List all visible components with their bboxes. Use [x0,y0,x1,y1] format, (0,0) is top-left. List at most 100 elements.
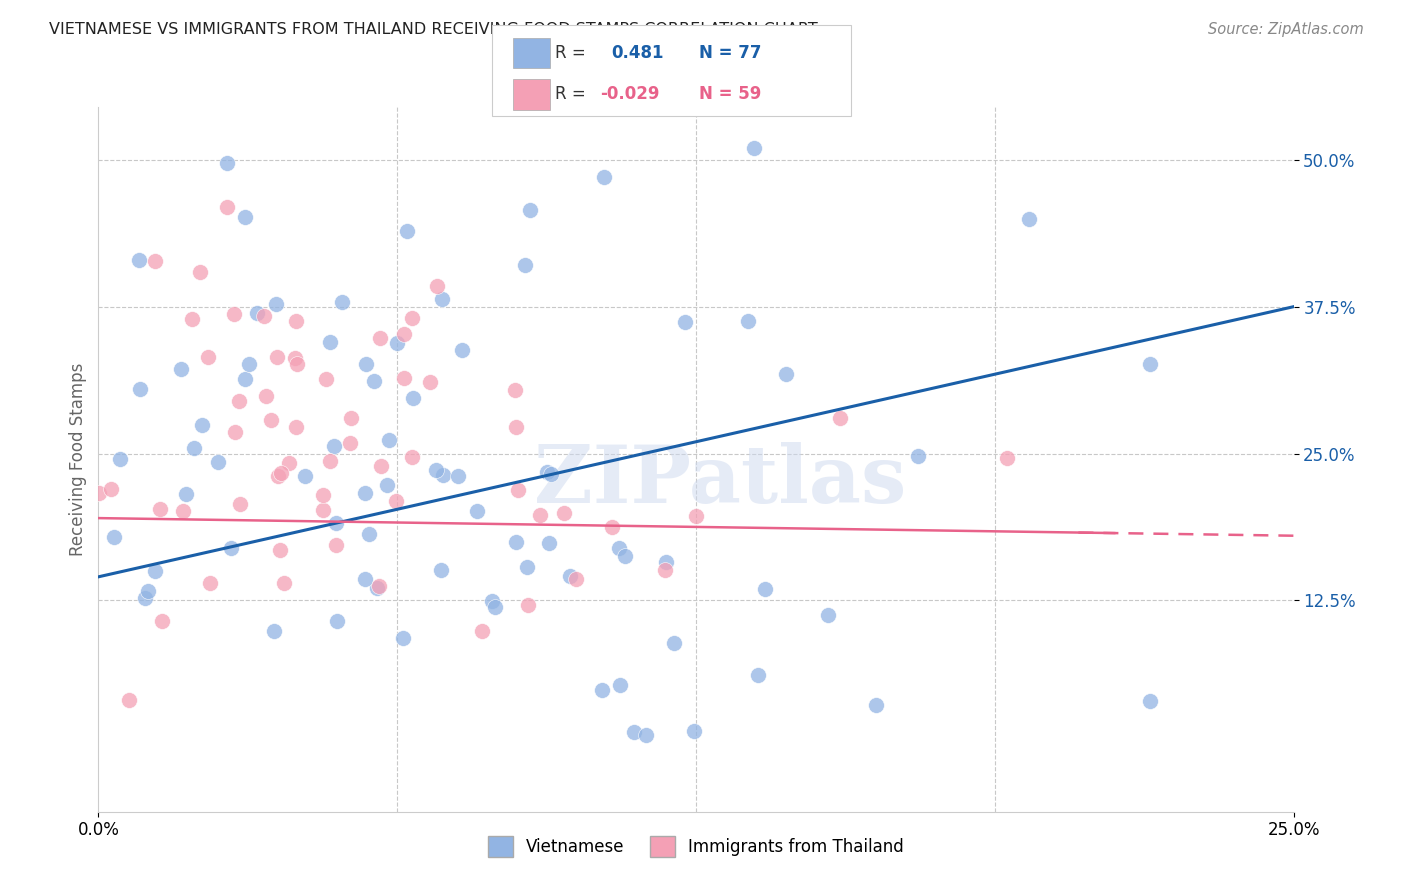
Point [128,253,150,268]
Point [143,564,166,578]
Point [285,420,308,434]
Point [830,410,852,425]
Point [754,582,776,596]
Point [505,420,527,434]
Point [318,454,340,468]
Point [600,520,623,534]
Point [312,503,335,517]
Point [219,541,242,555]
Point [191,418,214,433]
Point [108,452,131,467]
Point [150,614,173,628]
Point [865,698,887,712]
Point [516,560,538,574]
Point [180,312,202,326]
Point [200,575,222,590]
Point [432,467,454,482]
Point [775,367,797,381]
Point [465,504,488,518]
Point [430,292,453,306]
Point [197,350,219,364]
Point [103,530,125,544]
Point [254,389,277,403]
Point [87,486,110,500]
Point [513,259,536,273]
Legend: Vietnamese, Immigrants from Thailand: Vietnamese, Immigrants from Thailand [481,830,911,863]
Point [174,487,197,501]
Point [183,441,205,455]
Point [100,482,122,496]
Point [263,624,285,638]
Point [426,279,449,293]
Point [662,636,685,650]
Point [508,483,530,497]
Point [273,576,295,591]
Point [685,509,707,524]
Point [233,211,256,225]
Point [319,334,342,349]
Point [394,326,416,341]
Point [614,549,637,564]
Text: ZIPatlas: ZIPatlas [534,442,905,519]
Point [368,331,391,345]
Point [149,501,172,516]
Point [224,425,246,440]
Point [907,449,929,463]
Point [385,336,408,351]
Point [402,391,425,405]
Point [538,536,561,550]
Text: R =: R = [555,86,586,103]
Point [267,469,290,483]
Point [519,203,541,218]
Point [260,413,283,427]
Point [484,599,506,614]
Point [354,357,377,371]
Text: N = 59: N = 59 [699,86,761,103]
Point [375,478,398,492]
Point [215,200,238,214]
Point [742,141,765,155]
Point [294,469,316,483]
Point [430,562,453,576]
Point [353,572,375,586]
Point [564,573,586,587]
Point [609,678,631,692]
Point [326,614,349,628]
Point [330,294,353,309]
Point [285,314,308,328]
Text: N = 77: N = 77 [699,45,761,62]
Point [503,383,526,397]
Point [673,315,696,329]
Point [188,264,211,278]
Text: Source: ZipAtlas.com: Source: ZipAtlas.com [1208,22,1364,37]
Point [215,155,238,169]
Point [253,310,276,324]
Point [325,516,347,530]
Point [655,555,678,569]
Y-axis label: Receiving Food Stamps: Receiving Food Stamps [69,363,87,556]
Point [471,624,494,639]
Point [284,351,307,366]
Point [385,494,408,508]
Point [378,433,401,447]
Point [540,467,562,481]
Point [264,297,287,311]
Point [228,497,250,511]
Point [311,488,333,502]
Point [353,486,375,500]
Point [451,343,474,357]
Point [654,563,676,577]
Point [339,436,361,450]
Point [560,569,582,583]
Point [419,375,441,389]
Point [134,591,156,605]
Point [366,582,388,596]
Point [1018,211,1040,226]
Point [591,682,613,697]
Text: VIETNAMESE VS IMMIGRANTS FROM THAILAND RECEIVING FOOD STAMPS CORRELATION CHART: VIETNAMESE VS IMMIGRANTS FROM THAILAND R… [49,22,818,37]
Point [315,372,337,386]
Point [536,466,558,480]
Point [391,631,413,645]
Point [228,394,250,409]
Point [370,458,392,473]
